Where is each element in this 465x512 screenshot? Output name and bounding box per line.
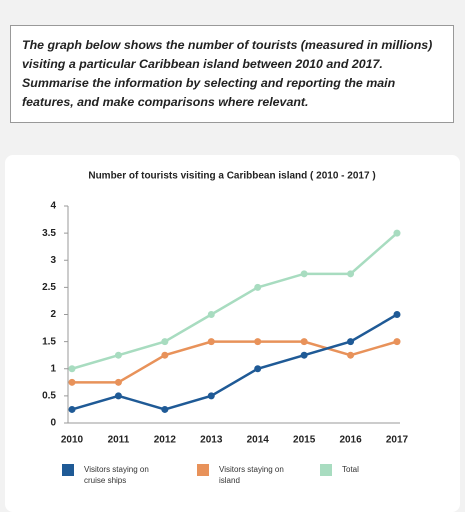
- data-point: [300, 351, 308, 359]
- data-point: [254, 338, 262, 346]
- y-tick-label: 4: [50, 201, 56, 212]
- y-tick-label: 0.5: [42, 391, 56, 402]
- y-tick-label: 3.5: [42, 228, 56, 239]
- legend-item: Visitors staying on cruise ships: [62, 464, 169, 486]
- x-tick-label: 2015: [293, 435, 316, 446]
- data-point: [300, 338, 308, 346]
- data-point: [347, 338, 355, 346]
- data-point: [114, 378, 122, 386]
- legend-label: Visitors staying on island: [219, 465, 284, 485]
- legend-item: Visitors staying on island: [197, 464, 304, 486]
- data-point: [254, 283, 262, 291]
- data-point: [68, 405, 76, 413]
- task-prompt: The graph below shows the number of tour…: [10, 25, 454, 123]
- legend-swatch: [62, 464, 74, 476]
- x-tick-label: 2010: [61, 435, 84, 446]
- x-tick-label: 2017: [386, 435, 409, 446]
- y-tick-label: 1.5: [42, 336, 56, 347]
- data-point: [254, 365, 262, 373]
- data-point: [114, 392, 122, 400]
- legend-label: Total: [342, 465, 359, 474]
- data-point: [393, 229, 401, 237]
- data-point: [393, 311, 401, 318]
- y-tick-label: 3: [50, 255, 56, 266]
- legend-swatch: [197, 464, 209, 476]
- data-point: [68, 378, 76, 386]
- data-point: [207, 311, 215, 318]
- data-point: [161, 351, 169, 359]
- legend-label: Visitors staying on cruise ships: [84, 465, 149, 485]
- data-point: [207, 338, 215, 346]
- x-tick-label: 2011: [108, 435, 130, 446]
- x-tick-label: 2012: [154, 435, 177, 446]
- chart-panel: [5, 155, 460, 512]
- chart-title: Number of tourists visiting a Caribbean …: [88, 171, 375, 182]
- data-point: [68, 365, 76, 373]
- data-point: [207, 392, 215, 400]
- data-point: [300, 270, 308, 278]
- data-point: [161, 338, 169, 346]
- data-point: [393, 338, 401, 346]
- y-tick-label: 2.5: [42, 282, 56, 293]
- y-tick-label: 0: [50, 418, 56, 429]
- x-tick-label: 2016: [339, 435, 362, 446]
- data-point: [347, 270, 355, 278]
- legend-item: Total: [320, 464, 427, 476]
- y-tick-label: 1: [50, 363, 56, 374]
- series-line: [71, 313, 398, 411]
- data-point: [347, 351, 355, 359]
- x-tick-label: 2013: [200, 435, 223, 446]
- x-tick-label: 2014: [247, 435, 270, 446]
- y-tick-label: 2: [50, 309, 56, 320]
- series-line: [71, 232, 398, 370]
- data-point: [161, 405, 169, 413]
- series-line: [72, 340, 398, 384]
- legend-swatch: [320, 464, 332, 476]
- data-point: [114, 351, 122, 359]
